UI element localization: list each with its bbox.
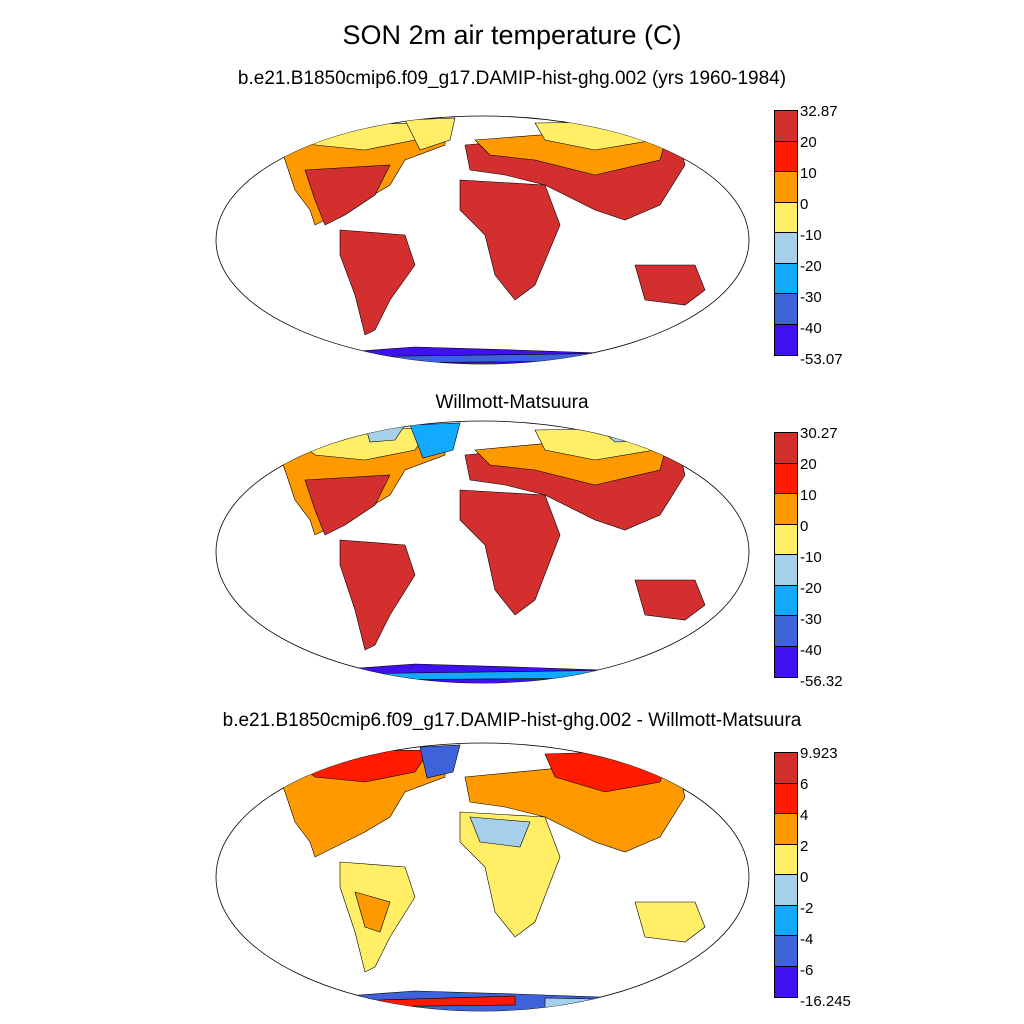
colorbar-2-label: -56.32 <box>800 673 843 690</box>
colorbar-3-label: -16.245 <box>800 993 851 1010</box>
colorbar-1-swatch-7 <box>775 324 797 355</box>
region-south-america-warm <box>354 891 391 933</box>
region-us <box>304 164 391 226</box>
region-sahara <box>469 816 531 848</box>
colorbar-1-label: -10 <box>800 227 822 244</box>
colorbar-1-swatch-5 <box>775 263 797 294</box>
colorbar-2-label: 30.27 <box>800 425 838 442</box>
colorbar-2-swatch-2 <box>775 494 797 525</box>
colorbar-2-label: -40 <box>800 642 822 659</box>
region-greenland <box>419 744 461 779</box>
colorbar-1-swatch-1 <box>775 141 797 172</box>
colorbar-1-label: 10 <box>800 165 817 182</box>
region-south-america <box>339 229 416 336</box>
colorbar-2-label: 20 <box>800 456 817 473</box>
colorbar-3-label: -4 <box>800 931 814 948</box>
panel-3-title: b.e21.B1850cmip6.f09_g17.DAMIP-hist-ghg.… <box>222 710 802 731</box>
colorbar-2 <box>774 432 798 678</box>
colorbar-3-swatch-6 <box>775 936 797 967</box>
colorbar-1-label: 0 <box>800 196 809 213</box>
colorbar-1 <box>774 110 798 356</box>
region-australia <box>634 901 706 943</box>
region-africa <box>459 811 561 938</box>
region-africa <box>459 489 561 616</box>
colorbar-2-swatch-1 <box>775 463 797 494</box>
colorbar-1-label: 32.87 <box>800 103 838 120</box>
colorbar-1-swatch-0 <box>775 111 797 142</box>
colorbar-1-label: -30 <box>800 289 822 306</box>
panel-1-title: b.e21.B1850cmip6.f09_g17.DAMIP-hist-ghg.… <box>237 68 787 89</box>
colorbar-2-label: -10 <box>800 549 822 566</box>
colorbar-3-swatch-1 <box>775 783 797 814</box>
colorbar-3-label: 0 <box>800 869 809 886</box>
colorbar-2-label: 10 <box>800 487 817 504</box>
region-greenland <box>404 117 456 151</box>
colorbar-3-label: 2 <box>800 838 809 855</box>
colorbar-3-swatch-0 <box>775 753 797 784</box>
colorbar-3-swatch-5 <box>775 905 797 936</box>
colorbar-2-label: -20 <box>800 580 822 597</box>
map-panel-2 <box>215 420 750 684</box>
colorbar-3-label: -6 <box>800 962 814 979</box>
colorbar-1-swatch-3 <box>775 202 797 233</box>
colorbar-1-swatch-4 <box>775 233 797 264</box>
main-title: SON 2m air temperature (C) <box>342 20 682 50</box>
colorbar-1-swatch-6 <box>775 294 797 325</box>
colorbar-3-label: -2 <box>800 900 814 917</box>
region-australia <box>634 579 706 621</box>
region-greenland <box>409 422 461 459</box>
region-antarctica-east <box>544 997 646 1009</box>
region-south-america <box>339 539 416 651</box>
colorbar-1-label: -53.07 <box>800 351 843 368</box>
colorbar-3-swatch-2 <box>775 814 797 845</box>
colorbar-3-swatch-3 <box>775 844 797 875</box>
colorbar-2-label: 0 <box>800 518 809 535</box>
colorbar-3-label: 6 <box>800 776 809 793</box>
colorbar-3-swatch-7 <box>775 966 797 997</box>
colorbar-3 <box>774 752 798 998</box>
region-australia <box>634 264 706 306</box>
colorbar-2-label: -30 <box>800 611 822 628</box>
colorbar-2-swatch-4 <box>775 555 797 586</box>
colorbar-1-label: 20 <box>800 134 817 151</box>
region-africa <box>459 179 561 301</box>
colorbar-2-swatch-3 <box>775 524 797 555</box>
colorbar-2-swatch-0 <box>775 433 797 464</box>
colorbar-1-label: -40 <box>800 320 822 337</box>
colorbar-3-label: 4 <box>800 807 809 824</box>
colorbar-3-label: 9.923 <box>800 745 838 762</box>
map-panel-1 <box>215 115 750 365</box>
panel-2-title: Willmott-Matsuura <box>435 392 589 413</box>
region-us <box>304 474 391 536</box>
colorbar-1-label: -20 <box>800 258 822 275</box>
colorbar-2-swatch-5 <box>775 585 797 616</box>
colorbar-1-swatch-2 <box>775 172 797 203</box>
colorbar-3-swatch-4 <box>775 875 797 906</box>
colorbar-2-swatch-6 <box>775 616 797 647</box>
map-panel-3 <box>215 742 750 1012</box>
colorbar-2-swatch-7 <box>775 646 797 677</box>
